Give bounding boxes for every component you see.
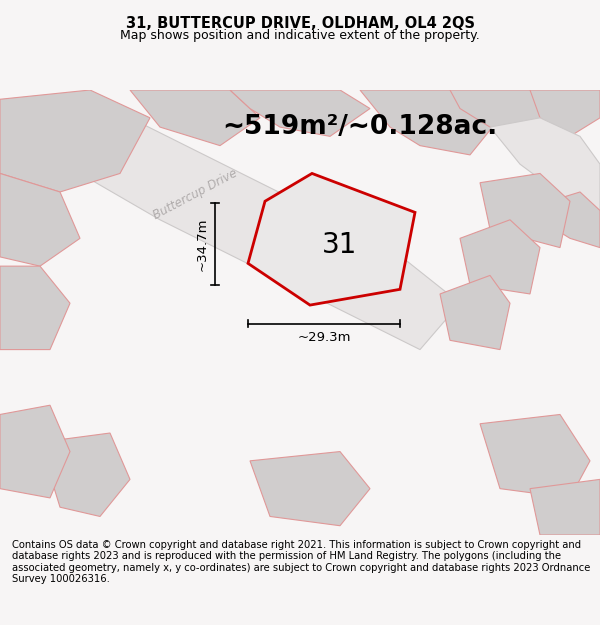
Polygon shape xyxy=(530,90,600,136)
Polygon shape xyxy=(540,192,600,248)
Polygon shape xyxy=(530,479,600,535)
Text: 31: 31 xyxy=(322,231,358,259)
Polygon shape xyxy=(0,266,70,349)
Polygon shape xyxy=(440,276,510,349)
Text: ~34.7m: ~34.7m xyxy=(196,217,209,271)
Polygon shape xyxy=(360,90,500,155)
Polygon shape xyxy=(450,90,570,136)
Text: Map shows position and indicative extent of the property.: Map shows position and indicative extent… xyxy=(120,29,480,42)
Text: Contains OS data © Crown copyright and database right 2021. This information is : Contains OS data © Crown copyright and d… xyxy=(12,539,590,584)
Text: ~519m²/~0.128ac.: ~519m²/~0.128ac. xyxy=(223,114,497,140)
Polygon shape xyxy=(0,173,80,266)
Polygon shape xyxy=(80,118,460,349)
Polygon shape xyxy=(460,220,540,294)
Polygon shape xyxy=(130,90,260,146)
Polygon shape xyxy=(490,118,600,211)
Polygon shape xyxy=(40,433,130,516)
Text: 31, BUTTERCUP DRIVE, OLDHAM, OL4 2QS: 31, BUTTERCUP DRIVE, OLDHAM, OL4 2QS xyxy=(125,16,475,31)
Polygon shape xyxy=(250,451,370,526)
Text: ~29.3m: ~29.3m xyxy=(297,331,351,344)
Polygon shape xyxy=(230,90,370,136)
Polygon shape xyxy=(248,173,415,305)
Polygon shape xyxy=(0,405,70,498)
Text: Buttercup Drive: Buttercup Drive xyxy=(151,166,239,221)
Polygon shape xyxy=(0,90,150,192)
Polygon shape xyxy=(480,173,570,248)
Polygon shape xyxy=(480,414,590,498)
